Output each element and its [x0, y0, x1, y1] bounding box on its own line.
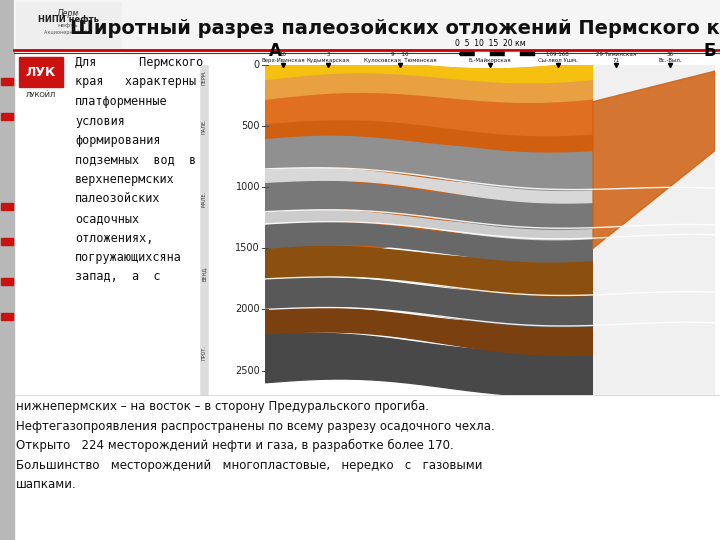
Polygon shape: [265, 61, 715, 102]
Bar: [7, 313, 13, 320]
Bar: [16, 54, 66, 100]
Polygon shape: [265, 333, 715, 396]
Bar: [1, 78, 7, 85]
Bar: [265, 65, 715, 395]
Polygon shape: [265, 98, 715, 285]
Text: ВЕНД.: ВЕНД.: [202, 265, 207, 280]
Polygon shape: [265, 222, 715, 262]
Bar: [1, 113, 7, 120]
Bar: [16, 2, 121, 48]
Bar: [1, 203, 7, 210]
Bar: [1, 278, 7, 285]
Bar: [1, 238, 7, 245]
Bar: [1, 313, 7, 320]
Text: ЛУКОЙЛ: ЛУКОЙЛ: [26, 92, 56, 98]
Text: 0  5  10  15  20 км: 0 5 10 15 20 км: [455, 39, 526, 48]
Bar: [200, 90, 208, 163]
Bar: [265, 65, 715, 395]
Bar: [19, 57, 63, 87]
Polygon shape: [265, 91, 715, 152]
Text: ПЕРМ.: ПЕРМ.: [202, 70, 207, 85]
Bar: [7, 113, 13, 120]
Polygon shape: [265, 210, 715, 240]
Bar: [593, 65, 715, 395]
Text: 0: 0: [254, 60, 260, 70]
Text: нижнепермских – на восток – в сторону Предуральского прогиба.
Нефтегазопроявлени: нижнепермских – на восток – в сторону Пр…: [16, 400, 495, 491]
Text: Для      Пермского
края   характерны
платформенные
условия
формирования
подземны: Для Пермского края характерны платформен…: [75, 56, 203, 284]
Bar: [200, 163, 208, 236]
Bar: [0, 0, 14, 540]
Text: Б: Б: [703, 42, 716, 60]
Text: НИПИ нефть: НИПИ нефть: [37, 15, 99, 24]
Text: А: А: [269, 42, 282, 60]
Polygon shape: [593, 71, 715, 248]
Bar: [14, 0, 720, 50]
Polygon shape: [265, 168, 715, 203]
Text: 36
Вс.-Выл.: 36 Вс.-Выл.: [658, 52, 682, 63]
Bar: [7, 278, 13, 285]
Text: 1000: 1000: [235, 182, 260, 192]
Text: Перм: Перм: [58, 9, 78, 17]
Text: ЛУК: ЛУК: [26, 65, 56, 78]
Text: 3
Кудымкарская: 3 Кудымкарская: [307, 52, 350, 63]
Bar: [7, 78, 13, 85]
Text: 2000: 2000: [235, 305, 260, 314]
Polygon shape: [265, 308, 715, 355]
Text: Широтный разрез палеозойских отложений Пермского края: Широтный разрез палеозойских отложений П…: [71, 18, 720, 37]
Polygon shape: [265, 246, 715, 296]
Text: 3    36
Б.-Майкорская: 3 36 Б.-Майкорская: [469, 52, 511, 63]
Text: 2500: 2500: [235, 366, 260, 375]
Text: 9    10
Кулосовская  Тюменская: 9 10 Кулосовская Тюменская: [364, 52, 436, 63]
Text: 1500: 1500: [235, 244, 260, 253]
Bar: [7, 238, 13, 245]
Text: 29 Тиминская
71: 29 Тиминская 71: [596, 52, 636, 63]
Bar: [475, 52, 490, 56]
Bar: [200, 65, 208, 90]
Text: МАЛЕ.: МАЛЕ.: [202, 192, 207, 207]
Polygon shape: [265, 278, 715, 327]
Text: нефть: нефть: [58, 24, 78, 29]
Bar: [200, 236, 208, 309]
Bar: [505, 52, 520, 56]
Text: 10
Верх-Ивинская: 10 Верх-Ивинская: [261, 52, 305, 63]
Bar: [490, 52, 505, 56]
Text: 109 168
Сы-лвол Ушм.: 109 168 Сы-лвол Ушм.: [538, 52, 577, 63]
Text: ПАЛЕ.: ПАЛЕ.: [202, 118, 207, 134]
Bar: [520, 52, 535, 56]
Bar: [200, 309, 208, 395]
Polygon shape: [265, 72, 715, 136]
Polygon shape: [265, 61, 715, 83]
Text: Акционерный обл.: Акционерный обл.: [44, 29, 92, 35]
Bar: [460, 52, 475, 56]
Bar: [7, 203, 13, 210]
Text: ПРОТ.: ПРОТ.: [202, 345, 207, 360]
Bar: [593, 65, 715, 395]
Polygon shape: [265, 181, 715, 229]
Text: 500: 500: [241, 121, 260, 131]
Polygon shape: [265, 136, 715, 191]
